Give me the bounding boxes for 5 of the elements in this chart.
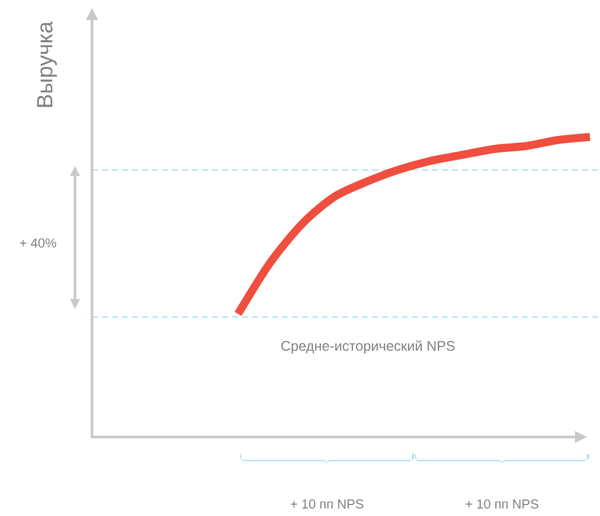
text: Выручка bbox=[37, 21, 57, 107]
text: + 10 пп NPS bbox=[466, 499, 538, 509]
text: + 40% bbox=[20, 238, 56, 248]
ref-line-label: Средне-исторический NPS bbox=[281, 340, 455, 354]
text: + 10 пп NPS bbox=[290, 499, 364, 509]
